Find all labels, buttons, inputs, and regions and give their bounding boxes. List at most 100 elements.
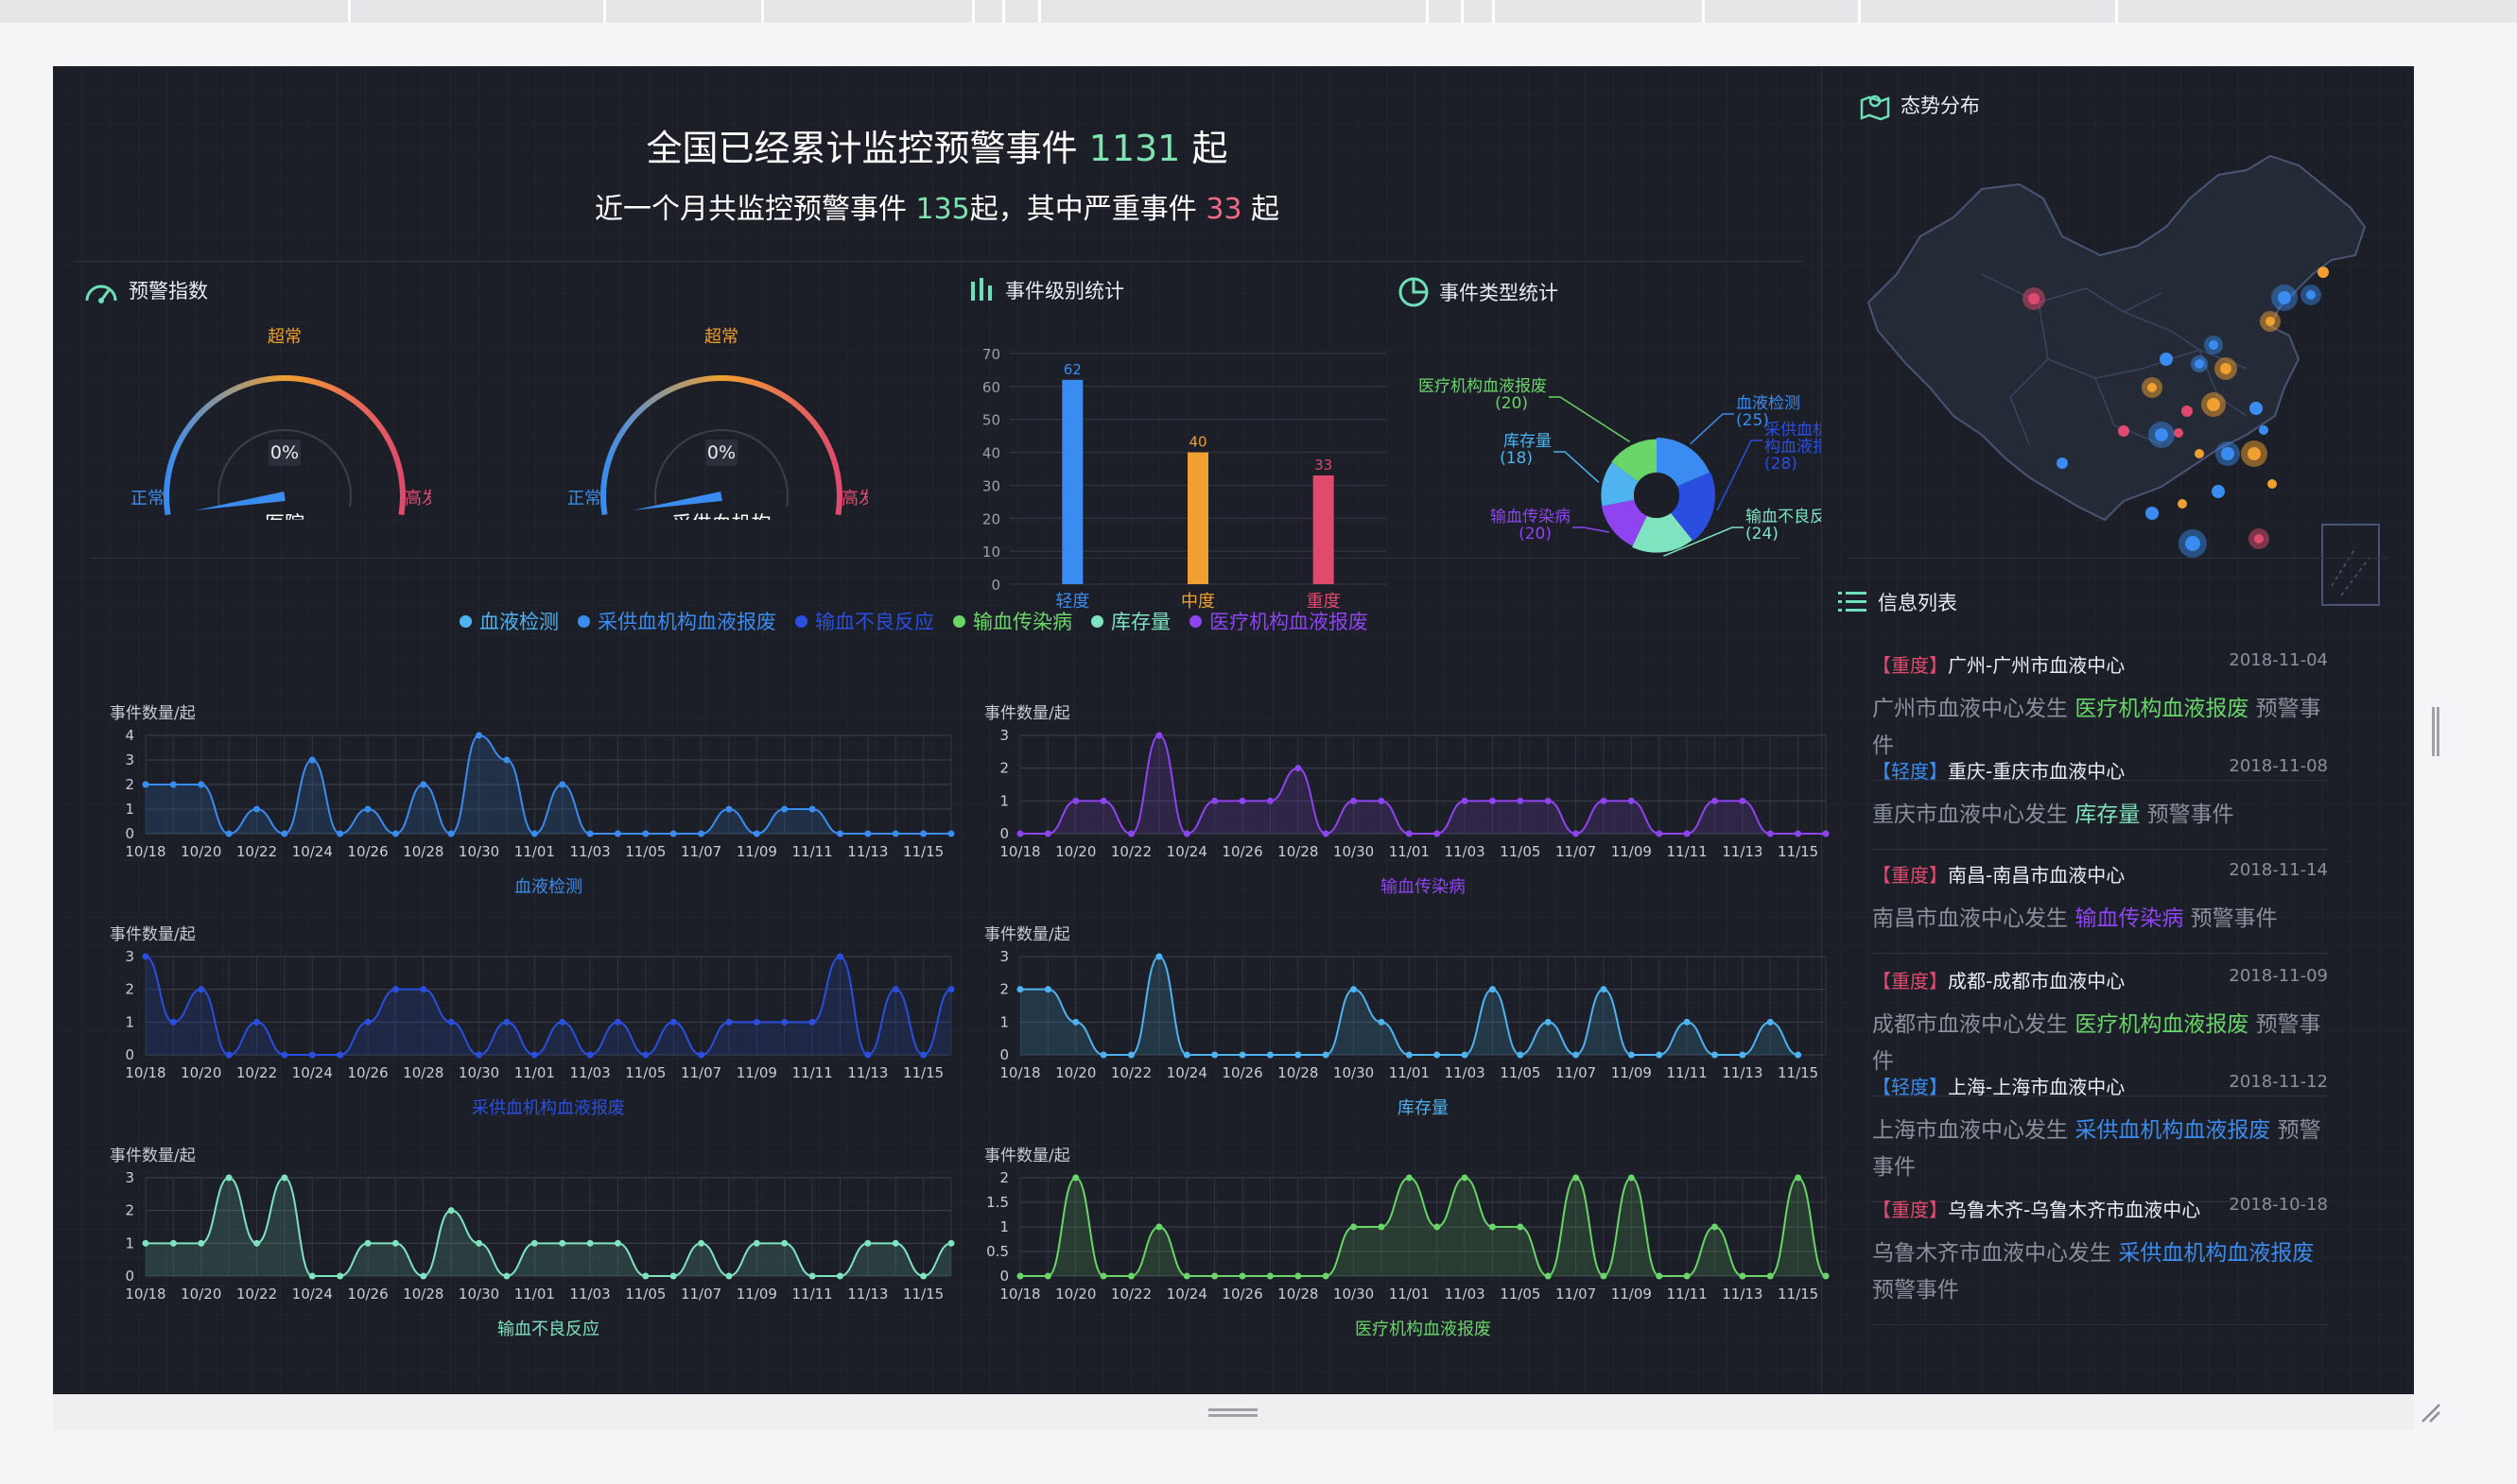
data-point [1211,1272,1219,1280]
event-date: 2018-11-09 [2229,966,2328,986]
map-point[interactable] [2278,291,2291,304]
info-list-item[interactable]: 【轻度】上海-上海市血液中心 2018-11-12 上海市血液中心发生 采供血机构血… [1872,1072,2328,1202]
data-point [725,1272,733,1280]
x-tick-label: 11/07 [681,843,721,860]
body-suffix: 预警事件 [1872,697,2321,758]
month-prefix: 近一个月共监控预警事件 [594,193,907,226]
map-point[interactable] [2160,353,2173,366]
map-point[interactable] [2118,425,2129,437]
donut-slice [1611,439,1657,482]
donut-label: 医疗机构血液报废 [1418,377,1547,396]
legend-item[interactable]: 采供血机构血液报废 [578,607,776,635]
map-point[interactable] [2155,428,2168,441]
legend-label: 输血不良反应 [815,611,934,633]
map-point[interactable] [2147,383,2157,392]
data-point [1072,1174,1080,1182]
resize-corner-icon[interactable] [2419,1401,2443,1425]
map-point[interactable] [2259,425,2268,435]
headline-suffix: 起 [1191,128,1228,169]
data-point [669,830,677,837]
column-divider [1821,66,1822,1394]
section-title: 事件级别统计 [1005,280,1124,302]
y-tick-label: 0 [125,1046,134,1063]
info-item-title: 【重度】成都-成都市血液中心 [1872,966,2125,993]
severity-tag: 【重度】 [1872,654,1948,677]
map-point[interactable] [2265,317,2275,326]
event-date: 2018-11-08 [2229,756,2328,776]
map-point[interactable] [2195,359,2204,369]
donut-value: (20) [1495,394,1528,413]
x-tick-label: 11/11 [1666,1286,1707,1303]
map-point[interactable] [2028,293,2040,304]
map-point[interactable] [2174,428,2183,438]
data-point [447,830,455,837]
resize-grip-right[interactable] [2432,707,2439,756]
data-point [420,781,427,788]
x-tick-label: 11/15 [1778,843,1818,860]
series-area [1020,1178,1826,1276]
map-point[interactable] [2220,363,2231,374]
map-point[interactable] [2267,479,2277,489]
map-point[interactable] [2185,536,2200,551]
donut-slice [1601,461,1639,507]
info-item-header: 【重度】成都-成都市血液中心 2018-11-09 [1872,966,2328,993]
map-point[interactable] [2248,447,2261,460]
china-situation-map[interactable] [1840,132,2407,624]
gauge-title: 采供血机构 [672,512,772,520]
info-list-item[interactable]: 【重度】南昌-南昌市血液中心 2018-11-14 南昌市血液中心发生 输血传染病 … [1872,860,2328,954]
line-chart-infectious: 事件数量/起 0 1 2 3 10/18 10/20 10/22 10/24 10/26 10/28… [984,704,1830,897]
map-point[interactable] [2254,534,2264,544]
map-point[interactable] [2221,447,2234,460]
map-point[interactable] [2207,398,2220,411]
data-point [1433,830,1441,837]
info-list-item[interactable]: 【重度】广州-广州市血液中心 2018-11-04 广州市血液中心发生 医疗机构血液… [1872,650,2328,781]
legend-item[interactable]: 输血不良反应 [795,607,934,635]
bar [1312,475,1334,584]
data-point [1461,1051,1468,1059]
body-suffix: 预警事件 [1872,1012,2321,1074]
x-tick-label: 11/05 [1500,843,1540,860]
section-title: 态势分布 [1901,95,1980,117]
y-axis-label: 事件数量/起 [984,925,1070,944]
line-chart-adverse-reaction: 事件数量/起 0 1 2 3 10/18 10/20 10/22 10/24 10/26 10/28… [110,1147,955,1339]
map-point[interactable] [2181,406,2193,417]
legend-item[interactable]: 输血传染病 [953,607,1072,635]
map-point[interactable] [2195,449,2204,458]
data-point [364,1018,372,1026]
map-point[interactable] [2306,290,2316,300]
list-icon [1838,592,1866,612]
map-point[interactable] [2145,507,2159,520]
legend-item[interactable]: 医疗机构血液报废 [1189,607,1368,635]
legend-item[interactable]: 血液检测 [460,607,559,635]
y-axis-label: 事件数量/起 [110,704,196,723]
data-point [391,830,399,837]
donut-label: 血液检测 [1736,394,1800,413]
line-chart-blood-test: 事件数量/起 0 1 2 3 4 10/18 10/20 10/22 10/24 10/26 10/2… [110,704,955,897]
event-type-donut-chart: 血液检测(25)采供血机构血液报废(28)输血不良反应(24)输血传染病(20)… [1418,377,1821,557]
pie-chart-icon [1398,277,1429,307]
info-list-item[interactable]: 【重度】乌鲁木齐-乌鲁木齐市血液中心 2018-10-18 乌鲁木齐市血液中心发生 … [1872,1195,2328,1325]
map-point[interactable] [2057,457,2068,469]
resize-grip-bottom[interactable] [1208,1408,1258,1417]
data-point [1322,1051,1329,1059]
chart-title: 库存量 [1397,1098,1449,1118]
y-tick-label: 0 [999,825,1009,842]
data-point [642,830,650,837]
map-point[interactable] [2212,485,2225,498]
map-point[interactable] [2317,267,2329,278]
data-point [753,830,760,837]
map-point[interactable] [2178,499,2187,509]
map-point[interactable] [2249,402,2263,415]
map-point[interactable] [2209,340,2218,350]
data-point [1294,1272,1302,1280]
info-list-item[interactable]: 【重度】成都-成都市血液中心 2018-11-09 成都市血液中心发生 医疗机构血液… [1872,966,2328,1096]
resize-bar[interactable] [53,1394,2414,1430]
data-point [1016,986,1024,993]
type-stats-header: 事件类型统计 [1397,276,1558,308]
legend-item[interactable]: 库存量 [1091,607,1171,635]
info-list-item[interactable]: 【轻度】重庆-重庆市血液中心 2018-11-08 重庆市血液中心发生 库存量 预警… [1872,756,2328,850]
data-point [1795,1174,1802,1182]
data-point [1600,1272,1607,1280]
y-tick-label: 1.5 [986,1194,1009,1211]
data-point [420,986,427,993]
